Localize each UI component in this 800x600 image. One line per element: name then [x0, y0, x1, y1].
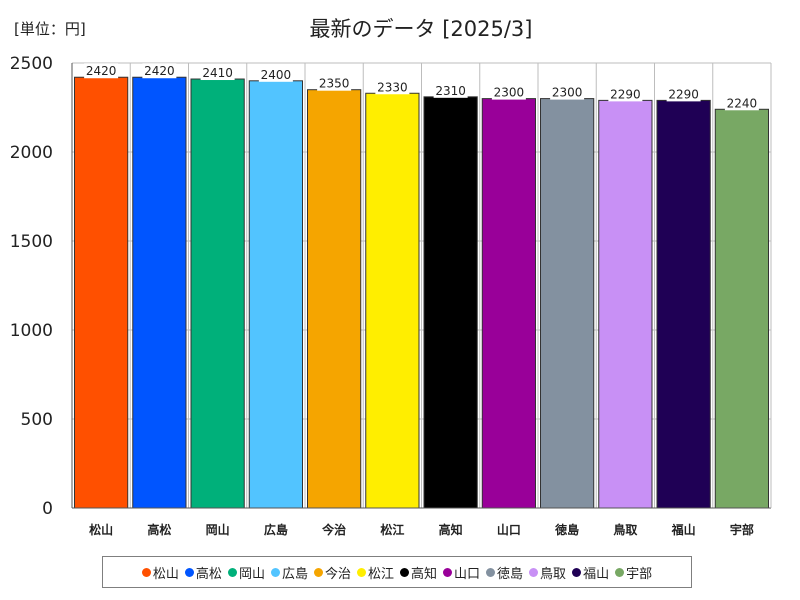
x-tick-label: 松江 [380, 522, 404, 537]
axes [71, 63, 772, 509]
legend-item: 高知 [400, 563, 437, 582]
x-tick-label: 福山 [671, 522, 696, 537]
legend-label: 山口 [454, 566, 481, 582]
legend-item: 福山 [572, 563, 609, 582]
data-label: 2350 [319, 77, 350, 91]
legend-label: 徳島 [497, 566, 524, 582]
x-tick-label: 徳島 [554, 522, 579, 537]
unit-label: [単位：円] [14, 20, 86, 38]
bar [190, 78, 245, 509]
bar [132, 76, 187, 509]
x-tick-label: 高松 [147, 522, 171, 537]
data-label: 2300 [494, 86, 525, 100]
legend: 松山 高松 岡山 広島 今治 松江 高知 山口 徳島 鳥取 福山 宇部 [102, 556, 692, 588]
bar [248, 80, 303, 509]
legend-item: 宇部 [615, 563, 652, 582]
data-label: 2290 [610, 87, 641, 101]
legend-item: 広島 [270, 563, 308, 582]
legend-marker-icon [615, 567, 625, 577]
data-label-bg [200, 65, 235, 81]
legend-label: 広島 [281, 566, 308, 582]
data-label: 2300 [552, 86, 583, 100]
data-label: 2240 [727, 96, 758, 110]
y-tick-label: 2000 [10, 143, 53, 163]
data-label: 2330 [377, 80, 408, 94]
bar [656, 99, 711, 509]
legend-item: 今治 [313, 563, 351, 582]
bar [307, 89, 362, 509]
bar [540, 98, 595, 509]
legend-label: 岡山 [238, 566, 265, 582]
legend-item: 徳島 [486, 563, 523, 582]
data-label: 2420 [144, 64, 175, 78]
legend-label: 宇部 [626, 566, 653, 582]
legend-item: 松江 [356, 563, 394, 582]
legend-label: 松江 [367, 566, 394, 582]
labels: 0 500 1000 1500 2000 2500 2420 松山 2420 高松 2410 岡山 24… [10, 54, 759, 537]
gridlines [72, 62, 771, 509]
x-tick-label: 広島 [264, 522, 288, 537]
data-label-bg [724, 95, 759, 111]
y-tick-label: 500 [21, 410, 53, 430]
chart-title: 最新のデータ [2025/3] [309, 17, 533, 41]
bar [598, 99, 653, 509]
y-tick-label: 1500 [10, 232, 53, 252]
legend-marker-icon [141, 567, 151, 577]
data-label: 2310 [435, 84, 466, 98]
data-label-bg [84, 63, 119, 79]
data-label-bg [258, 66, 293, 82]
legend-marker-icon [313, 567, 323, 577]
legend-marker-icon [184, 567, 194, 577]
legend-item: 岡山 [227, 563, 265, 582]
legend-marker-icon [572, 567, 582, 577]
legend-label: 高知 [411, 566, 438, 582]
legend-marker-icon [227, 567, 237, 577]
bar [365, 92, 420, 509]
x-tick-label: 鳥取 [613, 522, 637, 537]
data-label-bg [666, 86, 701, 102]
data-label-bg [375, 79, 410, 95]
bar [714, 108, 769, 509]
data-label-bg [608, 86, 643, 102]
legend-marker-icon [486, 567, 496, 577]
x-tick-label: 今治 [321, 522, 346, 537]
legend-marker-icon [400, 567, 409, 577]
data-label-bg [317, 75, 352, 91]
legend-item: 松山 [141, 563, 179, 582]
data-label-bg [433, 82, 468, 98]
x-tick-label: 宇部 [730, 522, 754, 537]
bars [74, 76, 769, 509]
legend-label: 鳥取 [540, 566, 567, 582]
legend-label: 高松 [195, 566, 222, 582]
x-tick-label: 松山 [89, 522, 113, 537]
legend-marker-icon [443, 567, 453, 577]
data-label: 2290 [668, 87, 699, 101]
legend-label: 福山 [583, 566, 610, 582]
legend-marker-icon [356, 567, 366, 577]
data-label: 2400 [261, 68, 292, 82]
data-label-bg [550, 84, 585, 100]
y-tick-label: 0 [42, 499, 53, 519]
bar [423, 96, 478, 509]
y-tick-label: 2500 [10, 54, 53, 74]
legend-label: 今治 [324, 566, 351, 582]
legend-label: 松山 [152, 566, 179, 582]
x-tick-label: 高知 [439, 522, 463, 537]
data-label-bg [142, 63, 177, 79]
bar [74, 76, 129, 509]
legend-item: 鳥取 [529, 563, 566, 582]
legend-item: 山口 [443, 563, 480, 582]
x-tick-label: 山口 [497, 522, 521, 537]
data-label-bg [491, 84, 526, 100]
legend-item: 高松 [184, 563, 222, 582]
legend-marker-icon [529, 567, 539, 577]
bar [481, 98, 536, 509]
data-label: 2410 [202, 66, 233, 80]
x-tick-label: 岡山 [206, 522, 230, 537]
legend-marker-icon [270, 567, 280, 577]
data-label: 2420 [86, 64, 117, 78]
y-tick-label: 1000 [10, 321, 53, 341]
